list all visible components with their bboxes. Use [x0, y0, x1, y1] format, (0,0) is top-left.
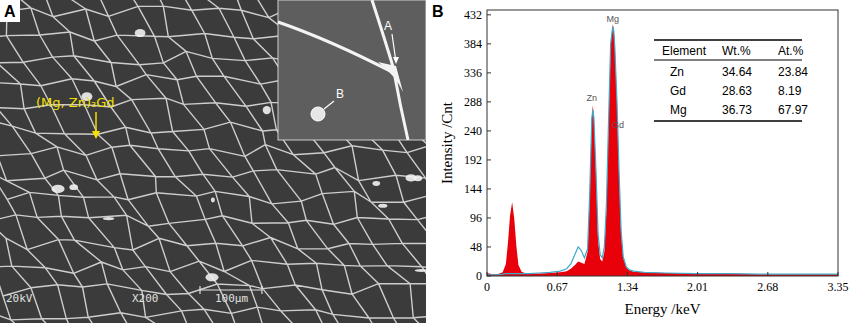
- table-cell: 8.19: [778, 84, 802, 98]
- y-tick-label: 336: [464, 66, 482, 80]
- panel-label-box: [0, 0, 20, 22]
- peak-label: Mg: [606, 14, 619, 24]
- table-rule: [654, 60, 802, 61]
- bright-particle: [263, 106, 271, 114]
- plot-data: [487, 25, 838, 276]
- x-axis-label: Energy /keV: [625, 301, 701, 317]
- table-header: Wt.%: [722, 44, 751, 58]
- x-tick: [487, 272, 488, 276]
- bright-particle: [206, 273, 219, 281]
- y-tick-label: 240: [464, 124, 482, 138]
- x-tick-label: 1.34: [617, 280, 638, 294]
- x-tick: [557, 272, 558, 276]
- peak-label: Zn: [587, 93, 598, 103]
- info-text: 20kV: [6, 292, 33, 305]
- inset-label: B: [336, 87, 344, 101]
- table-cell: 34.64: [722, 65, 752, 79]
- figure: AB(Mg, Zn)₃Gd20kVX200100μmAB00.671.342.0…: [0, 0, 851, 323]
- table-cell: Mg: [670, 103, 687, 117]
- bright-particle: [135, 29, 146, 37]
- inset-junction: [378, 62, 403, 92]
- bright-particle: [51, 185, 64, 193]
- micrograph: AB(Mg, Zn)₃Gd20kVX200100μm: [0, 0, 426, 323]
- table-cell: Gd: [670, 84, 686, 98]
- y-tick: [487, 14, 491, 15]
- y-tick-label: 192: [464, 153, 482, 167]
- peak-label: Gd: [612, 120, 624, 130]
- spectrum-line: [487, 27, 838, 275]
- table-cell: 23.84: [778, 65, 808, 79]
- y-tick: [487, 130, 491, 131]
- bright-particle: [103, 217, 114, 220]
- inset-label: A: [384, 19, 392, 33]
- inset-bg: [278, 0, 426, 140]
- inset: AB: [278, 0, 426, 140]
- y-tick: [487, 72, 491, 73]
- table-cell: Zn: [670, 65, 684, 79]
- table-rule: [654, 39, 802, 41]
- x-tick-label: 0: [484, 280, 490, 294]
- x-tick: [838, 272, 839, 276]
- spectrum-area: [487, 25, 838, 276]
- table-cell: 67.97: [778, 103, 808, 117]
- table-header: Element: [662, 44, 707, 58]
- y-tick-label: 288: [464, 95, 482, 109]
- phase-arrowhead: [92, 131, 100, 139]
- y-tick-label: 0: [476, 269, 482, 283]
- bright-particle: [373, 181, 381, 186]
- inset-arrow: [324, 101, 334, 109]
- y-tick: [487, 276, 491, 277]
- bright-particle: [211, 198, 215, 203]
- bright-particle: [378, 204, 387, 208]
- x-tick-label: 0.67: [547, 280, 568, 294]
- bright-particle: [69, 184, 78, 190]
- plot-frame: [487, 10, 838, 276]
- y-tick-label: 144: [464, 182, 482, 196]
- bright-particle: [414, 175, 423, 181]
- table-rule: [654, 120, 802, 122]
- grain-boundaries: [0, 0, 426, 323]
- panel-label: A: [4, 3, 16, 20]
- phase-label: (Mg, Zn)₃Gd: [36, 95, 115, 110]
- y-tick-label: 432: [464, 8, 482, 22]
- inset-boundary: [278, 0, 408, 140]
- y-tick: [487, 159, 491, 160]
- table-cell: 36.73: [722, 103, 752, 117]
- x-tick: [627, 272, 628, 276]
- y-tick: [487, 217, 491, 218]
- x-tick-label: 2.68: [757, 280, 778, 294]
- info-text: 100μm: [215, 292, 248, 305]
- y-tick: [487, 246, 491, 247]
- y-tick-label: 384: [464, 37, 482, 51]
- y-axis-label: Intensity /Cnt: [439, 101, 455, 184]
- y-tick: [487, 43, 491, 44]
- info-text: X200: [132, 292, 159, 305]
- table-cell: 28.63: [722, 84, 752, 98]
- inset-particle: [311, 107, 325, 121]
- x-tick: [697, 272, 698, 276]
- y-tick-label: 96: [470, 211, 482, 225]
- y-tick-label: 48: [470, 240, 482, 254]
- y-tick: [487, 101, 491, 102]
- x-tick: [767, 272, 768, 276]
- x-tick-label: 2.01: [687, 280, 708, 294]
- panel-label: B: [432, 3, 444, 20]
- composition-table: Element Wt.% At.% Zn 34.64 23.84 Gd 28.63 8.19 Mg…: [652, 38, 808, 124]
- inset-arrowhead: [393, 57, 399, 64]
- bright-particle: [415, 269, 426, 272]
- micrograph-bg: [0, 0, 426, 323]
- y-tick: [487, 188, 491, 189]
- x-tick-label: 3.35: [828, 280, 849, 294]
- table-header: At.%: [778, 44, 804, 58]
